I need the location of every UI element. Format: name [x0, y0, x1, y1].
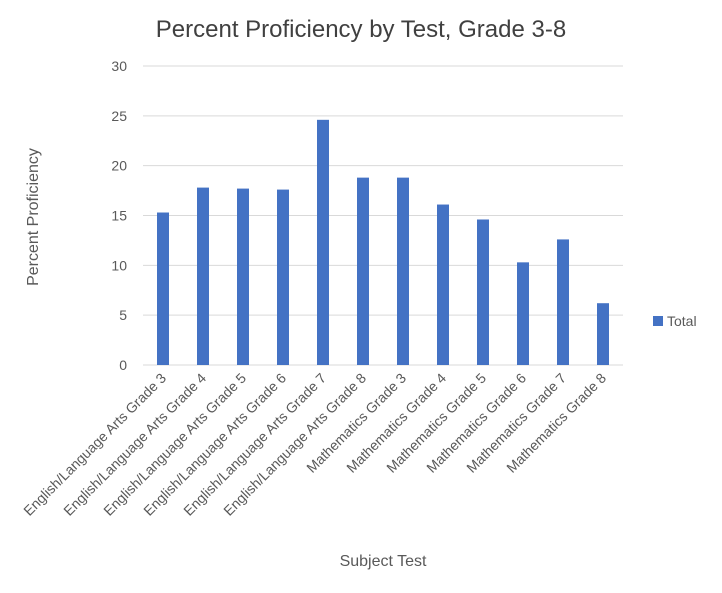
bar: [357, 177, 369, 365]
x-axis-title: Subject Test: [340, 553, 427, 570]
bar: [517, 262, 529, 365]
y-tick-label: 0: [119, 357, 127, 373]
x-tick-label: English/Language Arts Grade 3: [20, 370, 169, 519]
bar: [157, 212, 169, 365]
bar: [237, 188, 249, 365]
y-tick-label: 10: [111, 257, 127, 273]
y-axis-ticks: 0 5 10 15 20 25 30: [111, 58, 127, 373]
y-tick-label: 25: [111, 108, 127, 124]
bar: [597, 303, 609, 365]
legend-swatch: [653, 316, 663, 326]
x-axis-ticks: English/Language Arts Grade 3English/Lan…: [20, 370, 609, 519]
y-tick-label: 15: [111, 208, 127, 224]
y-tick-label: 30: [111, 58, 127, 74]
bar: [197, 187, 209, 365]
y-tick-label: 20: [111, 158, 127, 174]
legend: Total: [653, 313, 697, 329]
legend-label: Total: [667, 313, 697, 329]
gridlines: [143, 65, 623, 366]
y-axis-title: Percent Proficiency: [25, 148, 42, 286]
chart-title: Percent Proficiency by Test, Grade 3-8: [156, 16, 566, 43]
bar: [557, 239, 569, 365]
bar: [397, 177, 409, 365]
bar: [477, 219, 489, 365]
bar: [317, 119, 329, 365]
bars: [157, 119, 609, 365]
bar: [277, 189, 289, 365]
bar: [437, 204, 449, 365]
y-tick-label: 5: [119, 307, 127, 323]
